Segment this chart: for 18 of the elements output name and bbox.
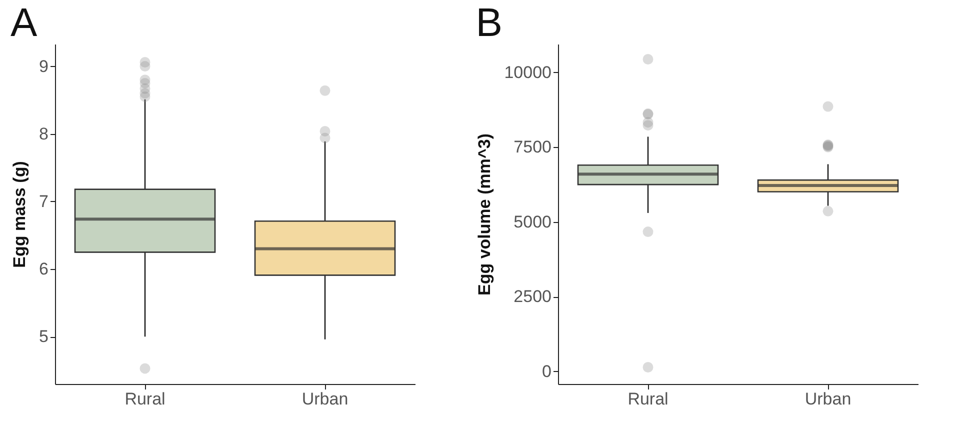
y-tick-label: 5000 (514, 212, 552, 232)
y-tick-label: 5 (39, 327, 48, 346)
y-axis-title: Egg mass (g) (10, 161, 30, 268)
y-tick-label: 10000 (504, 62, 552, 82)
y-tick-label: 2500 (514, 287, 552, 306)
y-tick-label: 7 (39, 192, 48, 211)
chart-title: B (476, 1, 502, 45)
x-tick-label: Rural (124, 390, 166, 408)
y-tick-label: 7500 (514, 138, 552, 157)
y-axis-title: Egg volume (mm^3) (475, 133, 494, 296)
x-tick-label: Urban (302, 390, 348, 408)
y-tick-label: 9 (39, 56, 48, 76)
y-tick-label: 8 (39, 124, 48, 144)
y-tick-label: 0 (542, 362, 552, 381)
x-tick-label: Urban (804, 390, 852, 408)
chart-title: A (10, 1, 38, 45)
x-tick-label: Rural (628, 390, 668, 408)
y-tick-label: 6 (39, 260, 48, 279)
